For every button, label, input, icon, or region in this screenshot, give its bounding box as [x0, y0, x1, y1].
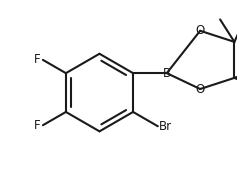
Text: B: B	[163, 67, 171, 80]
Text: O: O	[196, 82, 205, 96]
Text: Br: Br	[158, 120, 172, 133]
Text: O: O	[196, 24, 205, 37]
Text: F: F	[34, 53, 40, 66]
Text: F: F	[34, 119, 40, 132]
